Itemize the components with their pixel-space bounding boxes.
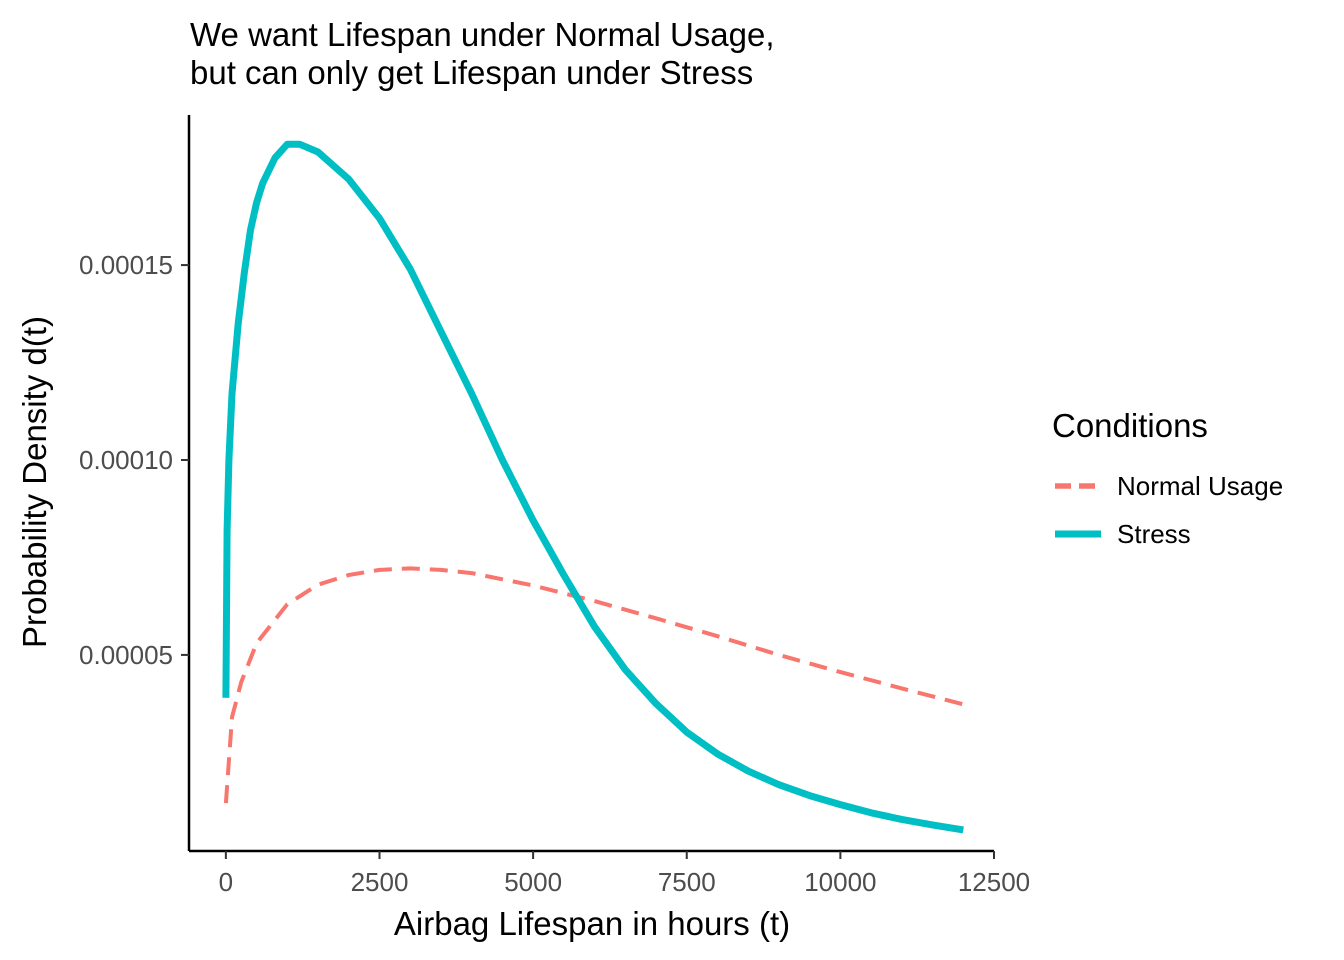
legend-label-normal-usage: Normal Usage	[1117, 470, 1284, 501]
legend-item-stress: Stress	[1052, 510, 1283, 558]
x-tick-label: 7500	[658, 867, 716, 897]
x-tick-label: 10000	[804, 867, 876, 897]
y-tick-label: 0.00010	[79, 445, 173, 475]
legend-key-normal-usage	[1055, 474, 1101, 498]
x-tick-label: 2500	[351, 867, 409, 897]
legend-key-stress	[1055, 522, 1101, 546]
x-axis-label: Airbag Lifespan in hours (t)	[394, 905, 790, 942]
y-axis-label: Probability Density d(t)	[16, 316, 53, 648]
series-line-normal-usage	[223, 566, 964, 804]
legend-title: Conditions	[1052, 407, 1208, 444]
axes: 0 2500 5000 7500 10000 12500 0.00005 0.00010 0.0…	[79, 115, 1030, 897]
chart-title-line-1: We want Lifespan under Normal Usage,	[190, 16, 775, 53]
x-tick-label: 5000	[504, 867, 562, 897]
chart-title: We want Lifespan under Normal Usage, but…	[190, 16, 775, 92]
y-tick-label: 0.00005	[79, 640, 173, 670]
chart-title-line-2: but can only get Lifespan under Stress	[190, 54, 754, 91]
x-tick-label: 0	[219, 867, 233, 897]
legend: Conditions Normal Usage Stress	[1052, 406, 1283, 558]
x-tick-label: 12500	[958, 867, 1030, 897]
legend-item-normal-usage: Normal Usage	[1052, 462, 1283, 510]
legend-label-stress: Stress	[1117, 518, 1191, 549]
series-line-stress	[222, 140, 964, 834]
plot-area	[222, 140, 964, 834]
y-tick-label: 0.00015	[79, 250, 173, 280]
